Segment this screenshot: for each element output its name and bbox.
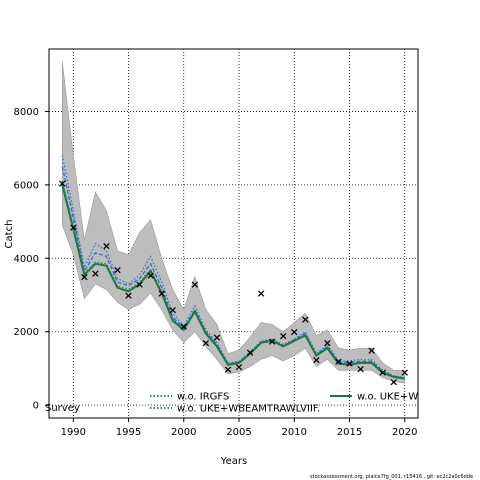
observation-point: × [102, 239, 111, 252]
series-line [61, 155, 405, 379]
x-tick-label: 2005 [226, 427, 251, 438]
x-tick-label: 2010 [282, 427, 307, 438]
observation-point: × [400, 366, 409, 379]
observation-point: × [356, 362, 365, 375]
observation-point: × [135, 278, 144, 291]
y-tick-label: 8000 [14, 107, 39, 118]
y-axis: 0 2000 4000 6000 8000 [14, 107, 49, 412]
x-tick-label: 2020 [392, 427, 417, 438]
y-axis-title: Catch [4, 220, 15, 249]
observation-point: × [334, 355, 343, 368]
x-tick-label: 1990 [61, 427, 86, 438]
legend-label: w.o. UKE+WBEAMTRAWLVIIF. [177, 404, 320, 415]
observation-point: × [268, 335, 277, 348]
observation-point: × [212, 331, 221, 344]
observation-point: × [201, 337, 210, 350]
observation-point: × [157, 287, 166, 300]
observation-point: × [279, 329, 288, 342]
footer-text: stockassessment.org, plaice7fg_001, r154… [310, 474, 473, 480]
observation-point: × [58, 177, 67, 190]
observation-point: × [378, 366, 387, 379]
observation-point: × [290, 326, 299, 339]
observation-point: × [124, 289, 133, 302]
observation-point: × [91, 267, 100, 280]
observation-point: × [345, 357, 354, 370]
legend-label: w.o. UKE+W [357, 392, 418, 403]
x-axis: 1990 1995 2000 2005 2010 2015 2020 [61, 418, 417, 438]
confidence-band [62, 61, 405, 384]
x-tick-label: 2015 [337, 427, 362, 438]
observation-point: × [301, 313, 310, 326]
observation-point: × [179, 320, 188, 333]
observation-point: × [389, 375, 398, 388]
observation-point: × [113, 263, 122, 276]
x-tick-label: 1995 [116, 427, 141, 438]
x-axis-title: Years [220, 456, 247, 467]
observation-point: × [367, 344, 376, 357]
observation-point: × [190, 278, 199, 291]
y-tick-label: 2000 [14, 327, 39, 338]
observation-point: × [146, 269, 155, 282]
observation-point: × [312, 353, 321, 366]
observation-point: × [168, 304, 177, 317]
series-layer [61, 155, 405, 380]
plot-frame [48, 48, 419, 419]
observation-point: × [80, 271, 89, 284]
x-tick-label: 2000 [171, 427, 196, 438]
y-tick-label: 4000 [14, 254, 39, 265]
observation-point: × [223, 363, 232, 376]
y-tick-label: 6000 [14, 180, 39, 191]
observation-layer: ××× ××××××××××× ×× ×××× × ××××× × ××××× [58, 177, 410, 388]
legend-label: w.o. IRGFS [177, 392, 229, 403]
series-line [61, 184, 405, 380]
observation-point: × [234, 361, 243, 374]
observation-legend-label: Survey [45, 403, 80, 414]
observation-point: × [69, 221, 78, 234]
observation-point: × [257, 287, 266, 300]
observation-point: × [245, 346, 254, 359]
y-tick-label: 0 [33, 401, 39, 412]
observation-point: × [323, 337, 332, 350]
